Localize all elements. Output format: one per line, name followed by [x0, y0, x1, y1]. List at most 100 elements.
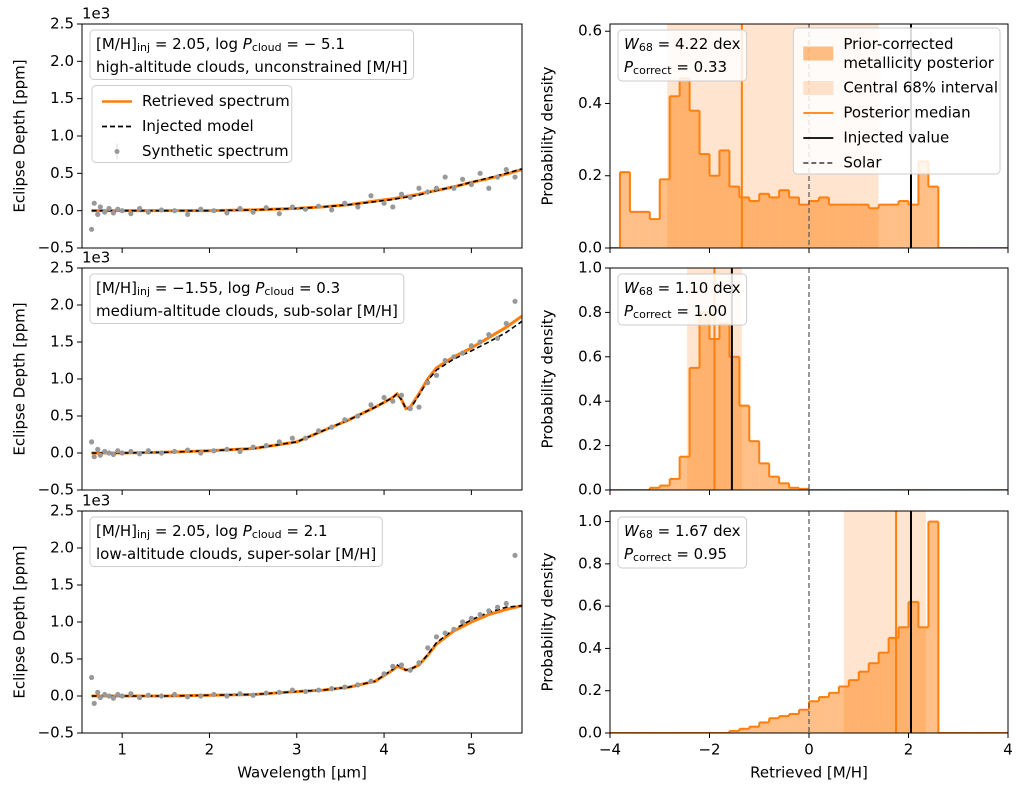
y-axis-label: Eclipse Depth [ppm]	[11, 302, 29, 455]
data-point	[398, 392, 405, 398]
histogram-bar	[898, 201, 909, 248]
data-point	[289, 687, 295, 693]
annotation-segment: W	[624, 35, 640, 53]
y-tick-label: 1.5	[50, 576, 74, 594]
data-point	[512, 174, 518, 180]
histogram-bar	[779, 716, 790, 733]
data-point	[460, 619, 466, 625]
annotation-segment: inj	[137, 528, 150, 541]
data-point	[211, 691, 217, 698]
histogram-bar	[789, 197, 800, 248]
annotation-segment: correct	[633, 308, 672, 321]
y-tick-label: −0.5	[38, 239, 74, 257]
histogram-bar	[848, 204, 859, 248]
y-tick-label: 0.4	[578, 639, 602, 657]
data-point	[416, 404, 422, 410]
data-point	[137, 694, 143, 701]
data-point	[494, 604, 501, 610]
histogram-bar	[868, 208, 879, 248]
annotation-segment: W	[624, 279, 640, 297]
data-point	[198, 450, 204, 456]
annotation-line: Pcorrect = 1.00	[624, 302, 727, 322]
histogram-bar	[659, 179, 670, 248]
data-point	[329, 207, 335, 213]
annotation: [M/H]inj = 2.05, log Pcloud = − 5.1 high-…	[89, 29, 415, 80]
histogram-bar	[769, 197, 780, 248]
legend-entry: Central 68% interval	[803, 79, 998, 97]
data-point	[263, 443, 269, 449]
annotation-line: W68 = 1.67 dex	[624, 522, 741, 542]
y-tick-label: 1.0	[578, 512, 602, 530]
annotation-segment: 68	[639, 41, 653, 54]
annotation-segment: = 2.1	[282, 522, 328, 540]
annotation-segment: = 2.05, log	[150, 35, 243, 53]
legend-entry: Prior-corrected metallicity posterior	[803, 35, 995, 72]
data-point	[302, 206, 309, 212]
data-point	[198, 693, 204, 699]
legend-label: Retrieved spectrum	[142, 92, 290, 110]
y-tick-label: 1.0	[50, 613, 74, 631]
annotation-segment: [M/H]	[96, 35, 137, 53]
data-point	[486, 608, 492, 614]
data-point	[224, 210, 230, 216]
data-point	[289, 435, 295, 441]
data-point	[425, 189, 431, 195]
data-point	[390, 398, 396, 404]
histogram-bar	[769, 718, 780, 733]
legend: Retrieved spectrum Injected model Syntheti…	[91, 85, 293, 163]
histogram-bar	[669, 478, 680, 490]
y-tick-label: 2.5	[50, 259, 74, 277]
annotation-segment: inj	[137, 41, 150, 54]
data-point	[329, 424, 335, 430]
legend-entry: Retrieved spectrum	[102, 92, 290, 110]
histogram-bar	[898, 627, 909, 733]
annotation: [M/H]inj = −1.55, log Pcloud = 0.3 medium…	[89, 273, 405, 324]
data-point	[503, 600, 509, 607]
y-tick-label: 0.2	[578, 166, 602, 184]
histogram-bar	[928, 186, 939, 248]
data-point	[342, 684, 348, 690]
histogram-bar	[818, 697, 829, 733]
y-axis-label: Probability density	[539, 552, 557, 691]
data-point	[102, 209, 108, 215]
offset-label: 1e3	[82, 249, 110, 267]
annotation-segment: = 0.33	[672, 58, 728, 76]
model-line	[91, 168, 522, 212]
x-axis-label: Retrieved [M/H]	[750, 764, 868, 782]
data-point	[276, 439, 282, 445]
data-point	[145, 209, 151, 215]
data-point	[433, 634, 440, 640]
histogram-bar	[639, 211, 650, 248]
data-point	[110, 695, 117, 701]
legend-label: Solar	[843, 154, 882, 172]
data-point	[451, 626, 457, 633]
y-tick-label: 0.2	[578, 681, 602, 699]
y-tick-label: 1.5	[50, 333, 74, 351]
annotation-line: Pcorrect = 0.33	[624, 58, 727, 78]
y-tick-label: 0.4	[578, 392, 602, 410]
histogram-bar	[649, 219, 660, 248]
annotation-segment: = 2.05, log	[150, 522, 243, 540]
annotation-frame	[617, 516, 748, 569]
data-point	[451, 185, 457, 191]
data-point	[477, 612, 483, 618]
annotation-segment: 68	[639, 285, 653, 298]
legend-frame	[91, 85, 293, 163]
annotation: W68 = 1.10 dex Pcorrect = 1.00	[617, 273, 748, 326]
histogram-bar	[888, 204, 899, 248]
data-point	[407, 667, 413, 673]
histogram-bar	[828, 204, 839, 248]
x-tick-label: 4	[379, 741, 389, 759]
histogram-bar	[749, 441, 760, 490]
histogram-bar	[918, 627, 929, 733]
annotation-segment: = 0.95	[672, 545, 728, 563]
y-axis-label: Probability density	[539, 66, 557, 205]
legend-label: Synthetic spectrum	[142, 142, 289, 160]
histogram-bar	[759, 463, 770, 490]
annotation: W68 = 4.22 dex Pcorrect = 0.33	[617, 29, 748, 82]
data-point	[302, 435, 309, 441]
annotation-segment: P	[624, 545, 634, 563]
data-point	[494, 174, 501, 180]
annotation-segment: = −1.55, log	[150, 279, 255, 297]
data-point	[128, 211, 134, 217]
